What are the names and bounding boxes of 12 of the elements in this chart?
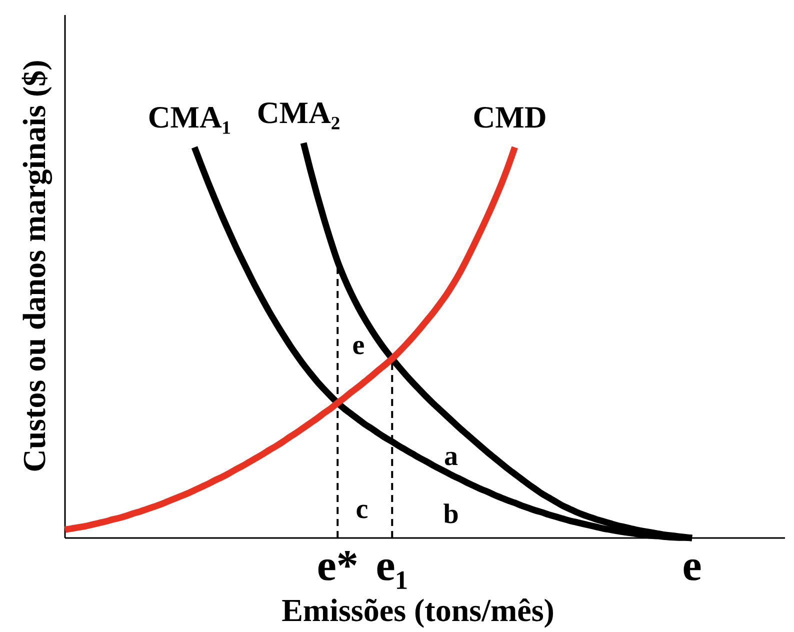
annotation: b bbox=[443, 499, 459, 530]
x-tick-label: e₁ bbox=[376, 541, 408, 590]
x-tick-label: e bbox=[682, 541, 702, 590]
series-label: CMA₁ bbox=[148, 99, 232, 134]
annotation: e bbox=[352, 330, 365, 361]
x-axis-title: Emissões (tons/mês) bbox=[282, 592, 554, 628]
annotation: c bbox=[356, 494, 368, 525]
y-axis-title: Custos ou danos marginais ($) bbox=[16, 60, 53, 472]
annotation: a bbox=[444, 441, 458, 472]
series-label: CMD bbox=[472, 99, 547, 134]
x-tick-label: e* bbox=[316, 541, 358, 590]
series-label: CMA₂ bbox=[256, 95, 340, 130]
